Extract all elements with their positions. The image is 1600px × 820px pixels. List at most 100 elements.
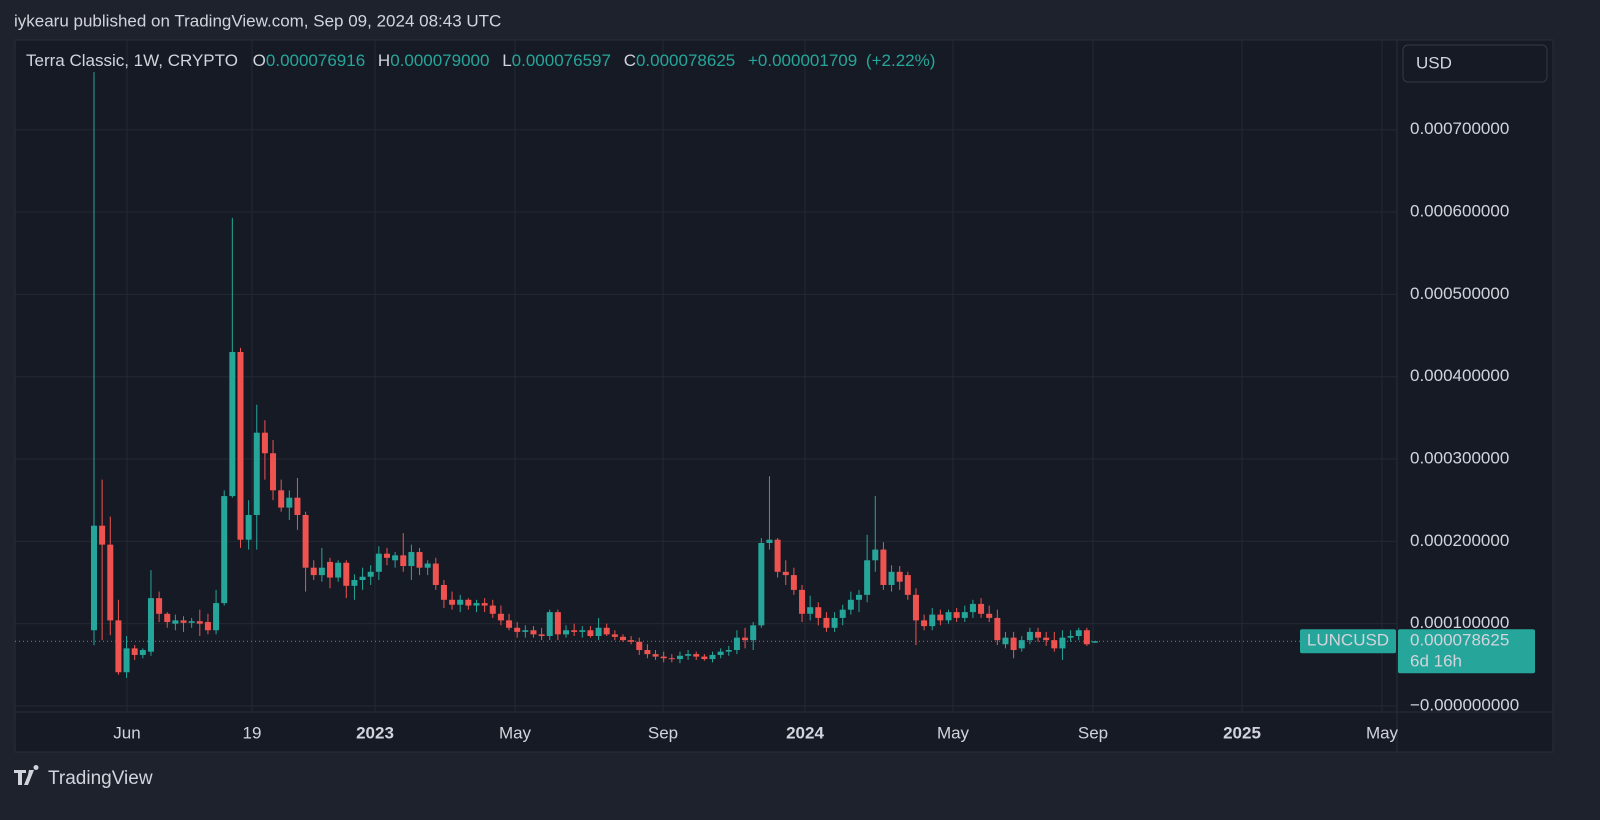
- ohlc-key: L: [502, 51, 511, 70]
- candle-body: [685, 654, 692, 656]
- candle-body: [921, 620, 928, 627]
- candle-body: [571, 630, 578, 632]
- candle-body: [294, 497, 301, 516]
- candle-body: [1051, 640, 1058, 649]
- candle-body: [1018, 640, 1025, 649]
- candle-body: [522, 630, 529, 632]
- candle-body: [424, 563, 431, 568]
- candle-body: [717, 651, 724, 655]
- candle-body: [839, 609, 846, 618]
- candle-body: [1083, 630, 1090, 645]
- currency-button[interactable]: [1402, 44, 1548, 83]
- candle-body: [725, 650, 732, 652]
- candle-body: [896, 571, 903, 582]
- candle-body: [945, 612, 952, 621]
- y-tick-label: 0.000700000: [1410, 119, 1509, 138]
- candle-body: [278, 490, 285, 508]
- candle-body: [563, 630, 570, 635]
- ohlc-value: 0.000076597: [512, 51, 611, 70]
- x-tick-label: May: [1366, 723, 1399, 742]
- x-tick-label: May: [499, 723, 532, 742]
- candle-body: [799, 589, 806, 614]
- candle-body: [229, 352, 236, 497]
- candle-body: [465, 599, 472, 606]
- y-tick-label: 0.000500000: [1410, 284, 1509, 303]
- candle-body: [693, 654, 700, 657]
- candle-body: [986, 613, 993, 618]
- ohlc-value: 0.000076916: [266, 51, 365, 70]
- candle-body: [196, 621, 203, 624]
- candle-body: [286, 497, 293, 508]
- ohlc-key: O: [253, 51, 266, 70]
- candle-body: [359, 576, 366, 581]
- candle-body: [107, 544, 114, 621]
- candle-body: [888, 571, 895, 585]
- candle-body: [514, 627, 521, 632]
- candle-body: [538, 634, 545, 637]
- candle-body: [807, 607, 814, 614]
- candle-body: [416, 552, 423, 568]
- candle-body: [611, 634, 618, 637]
- chart-pane: [14, 39, 1554, 753]
- candle-body: [115, 620, 122, 673]
- candle-body: [823, 617, 830, 628]
- candle-body: [554, 612, 561, 635]
- ohlc-key: H: [378, 51, 390, 70]
- candles: [15, 72, 1397, 679]
- publisher-line: iykearu published on TradingView.com, Se…: [14, 11, 501, 30]
- grid: [15, 40, 1397, 712]
- candle-body: [831, 617, 838, 628]
- candle-body: [1092, 641, 1098, 643]
- candle-body: [204, 622, 211, 631]
- candle-body: [302, 515, 309, 568]
- last-price-badge: [1398, 629, 1535, 674]
- candle-body: [310, 567, 317, 576]
- symbol-title: Terra Classic, 1W, CRYPTO: [26, 51, 238, 70]
- candle-body: [742, 637, 749, 641]
- candle-body: [383, 553, 390, 558]
- candle-body: [676, 655, 683, 660]
- candle-body: [595, 627, 602, 637]
- bar-countdown: 6d 16h: [1410, 652, 1462, 671]
- candle-body: [473, 603, 480, 606]
- candle-body: [660, 656, 667, 659]
- candle-body: [221, 496, 228, 604]
- candle-body: [489, 605, 496, 614]
- candle-body: [546, 612, 553, 637]
- y-tick-label: 0.000600000: [1410, 202, 1509, 221]
- candle-body: [652, 654, 659, 657]
- candle-body: [139, 650, 146, 655]
- y-tick-label: 0.000400000: [1410, 366, 1509, 385]
- legend-line: Terra Classic, 1W, CRYPTO O0.000076916 H…: [26, 51, 935, 70]
- x-tick-label: Jun: [113, 723, 140, 742]
- candle-body: [587, 630, 594, 637]
- candle-body: [156, 598, 163, 614]
- candle-body: [1002, 637, 1009, 645]
- candle-body: [351, 580, 358, 586]
- candle-body: [327, 561, 334, 578]
- y-tick-label: 0.000200000: [1410, 531, 1509, 550]
- candle-body: [668, 658, 675, 660]
- candle-body: [188, 621, 195, 623]
- candle-body: [318, 567, 325, 576]
- candle-body: [701, 656, 708, 660]
- candle-body: [912, 594, 919, 621]
- candle-body: [497, 613, 504, 621]
- candle-body: [1067, 636, 1074, 638]
- candle-body: [880, 549, 887, 585]
- logo-mark: [14, 765, 39, 785]
- x-tick-label: Sep: [1078, 723, 1108, 742]
- candle-body: [774, 539, 781, 572]
- candle-body: [603, 627, 610, 635]
- candle-body: [758, 542, 765, 626]
- candle-body: [750, 625, 757, 641]
- candle-body: [245, 515, 252, 540]
- candle-body: [709, 654, 716, 660]
- candle-body: [636, 641, 643, 651]
- candle-body: [400, 555, 407, 567]
- y-tick-label: 0.000100000: [1410, 613, 1509, 632]
- symbol-badge: [1300, 629, 1396, 654]
- currency-label[interactable]: USD: [1416, 53, 1452, 72]
- candle-body: [449, 599, 456, 605]
